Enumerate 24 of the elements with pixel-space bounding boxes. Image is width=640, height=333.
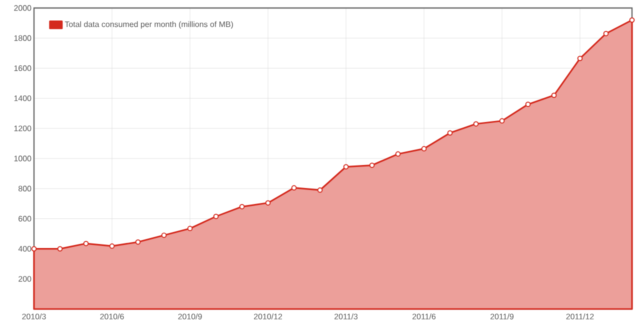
point: [161, 232, 167, 238]
point: [551, 92, 557, 98]
point: [265, 200, 271, 206]
point: [135, 239, 141, 245]
point: [421, 146, 427, 152]
point: [447, 130, 453, 136]
point: [603, 30, 609, 36]
point: [213, 214, 219, 220]
point: [187, 226, 193, 232]
point: [369, 162, 375, 168]
point: [499, 118, 505, 124]
point: [525, 102, 531, 108]
point: [629, 17, 635, 23]
point: [31, 246, 37, 252]
point: [577, 56, 583, 62]
point: [473, 121, 479, 127]
point: [239, 204, 245, 210]
point: [57, 246, 63, 252]
point: [395, 151, 401, 157]
point: [109, 243, 115, 249]
point: [343, 164, 349, 170]
point: [291, 185, 297, 191]
point: [317, 187, 323, 193]
point: [83, 240, 89, 246]
